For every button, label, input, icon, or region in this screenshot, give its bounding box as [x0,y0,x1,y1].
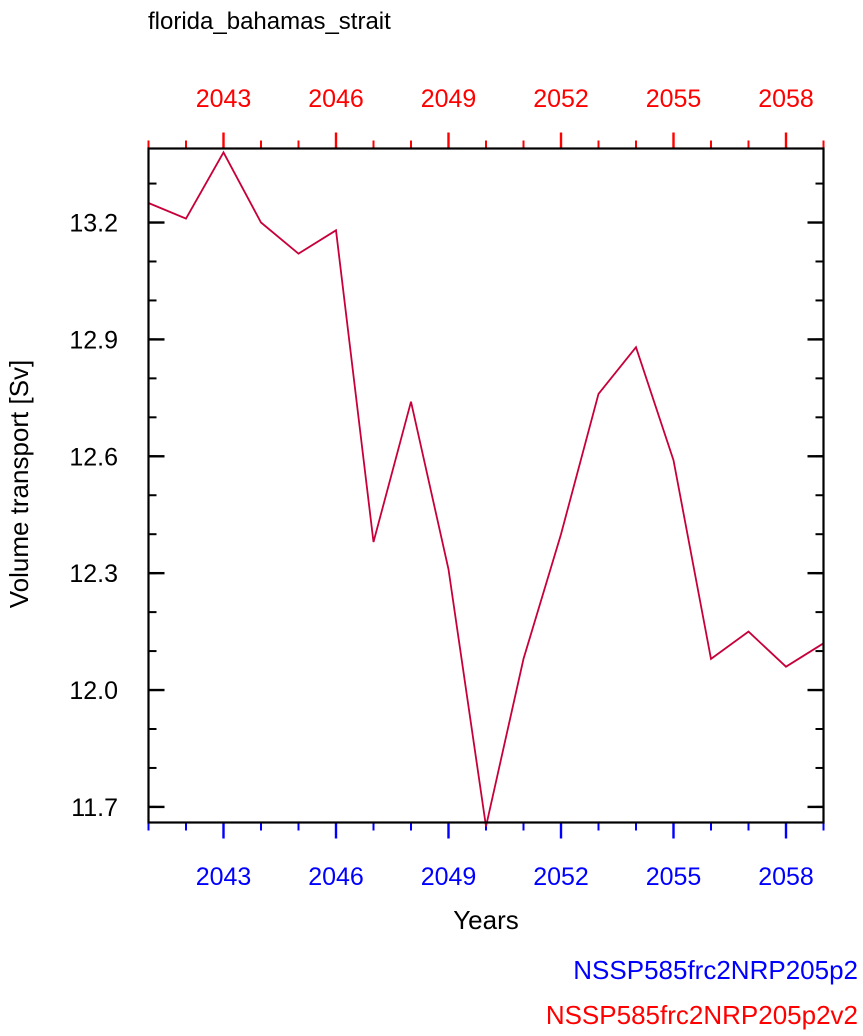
top-x-tick-label: 2043 [196,85,252,113]
legend: NSSP585frc2NRP205p2 NSSP585frc2NRP205p2v2 [546,955,858,1030]
plot-frame [147,147,825,824]
legend-entry: NSSP585frc2NRP205p2v2 [546,1000,858,1030]
y-tick-label: 12.9 [69,326,118,354]
series-layer [148,150,824,827]
top-x-axis: 2043 2046 2049 2052 2055 2058 [147,85,825,149]
legend-entry: NSSP585frc2NRP205p2 [573,955,858,985]
bottom-x-axis: 2043 2046 2049 2052 2055 2058 [147,822,825,891]
x-tick-label: 2043 [196,863,252,891]
top-x-tick-label: 2046 [308,85,364,113]
y-tick-label: 12.3 [69,560,118,588]
x-tick-label: 2052 [533,863,589,891]
y-tick-label: 12.0 [69,677,118,705]
x-tick-label: 2046 [308,863,364,891]
left-y-axis: 11.7 12.0 12.3 12.6 12.9 13.2 [69,182,165,822]
top-x-tick-label: 2055 [646,85,702,113]
top-x-tick-label: 2049 [421,85,477,113]
y-tick-label: 12.6 [69,443,118,471]
x-axis-label: Years [453,905,519,935]
x-tick-label: 2058 [758,863,814,891]
y-axis-label: Volume transport [Sv] [4,360,34,609]
right-y-axis [807,182,824,809]
y-tick-label: 11.7 [71,794,118,822]
y-tick-label: 13.2 [69,210,118,238]
x-tick-label: 2049 [421,863,477,891]
top-x-tick-label: 2058 [758,85,814,113]
series-line [148,150,824,827]
chart-title: florida_bahamas_strait [148,8,391,35]
top-x-tick-label: 2052 [533,85,589,113]
x-tick-label: 2055 [646,863,702,891]
